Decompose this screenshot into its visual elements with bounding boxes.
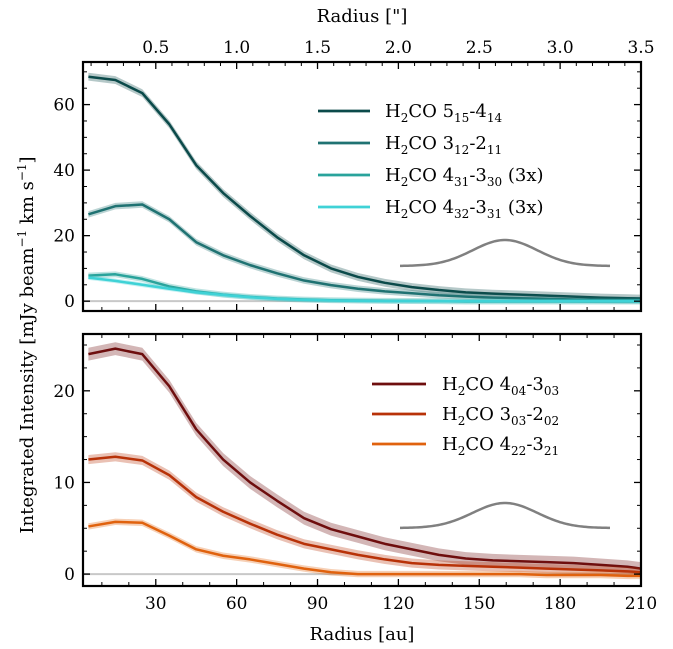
x-tick-label: 90 (307, 594, 329, 614)
top-axis-tick-label: 2.5 (466, 38, 493, 58)
beam-profile (399, 501, 611, 530)
bottom-panel: H2CO 404-303 H2CO 303-202 H2CO 422-321 30 60… (53, 332, 657, 614)
x-tick-label: 150 (463, 594, 495, 614)
series-uncertainty-band (88, 72, 642, 303)
beam-profile (399, 238, 611, 268)
legend-entry: H2CO 432-331 (3x) (385, 197, 544, 221)
x-tick-label: 60 (226, 594, 248, 614)
top-axis-tick-label: 3.0 (547, 38, 574, 58)
y-tick-label: 0 (64, 565, 75, 585)
legend-entry: H2CO 431-330 (3x) (385, 165, 544, 189)
top-axis-title: Radius ["] (317, 6, 408, 27)
top-axis-tick-label: 3.5 (627, 38, 654, 58)
x-tick-label: 30 (145, 594, 167, 614)
plot-frame (81, 332, 643, 588)
series-line (88, 520, 641, 578)
legend-entry: H2CO 303-202 (442, 404, 559, 428)
x-tick-label: 210 (625, 594, 657, 614)
legend-entry: H2CO 312-211 (385, 133, 502, 157)
series-line (88, 347, 642, 570)
plot-frame (81, 60, 643, 313)
series-line (88, 75, 642, 300)
shared-y-axis-label: Integrated Intensity [mJy beam−1 km s−1] (15, 156, 38, 533)
series-line (88, 455, 642, 574)
series-line (88, 276, 641, 303)
top-axis-tick-label: 1.0 (223, 38, 250, 58)
x-axis-title: Radius [au] (310, 624, 415, 645)
y-tick-label: 20 (53, 227, 75, 247)
y-tick-label: 20 (53, 382, 75, 402)
legend-entry: H2CO 404-303 (442, 374, 559, 398)
series-line (88, 203, 641, 302)
y-tick-label: 60 (53, 96, 75, 116)
top-axis-tick-label: 0.5 (142, 38, 169, 58)
top-panel: H2CO 515-414 H2CO 312-211 H2CO 431-330 (3x… (53, 38, 654, 312)
legend-entry: H2CO 422-321 (442, 434, 559, 458)
y-tick-label: 0 (64, 292, 75, 312)
x-tick-label: 180 (544, 594, 576, 614)
y-tick-label: 40 (53, 161, 75, 181)
top-axis-tick-label: 1.5 (304, 38, 331, 58)
y-tick-label: 10 (53, 473, 75, 493)
x-tick-label: 120 (382, 594, 414, 614)
series-uncertainty-band (88, 342, 642, 576)
series-uncertainty-band (88, 452, 642, 577)
top-axis-tick-label: 2.0 (385, 38, 412, 58)
legend-entry: H2CO 515-414 (385, 101, 503, 125)
